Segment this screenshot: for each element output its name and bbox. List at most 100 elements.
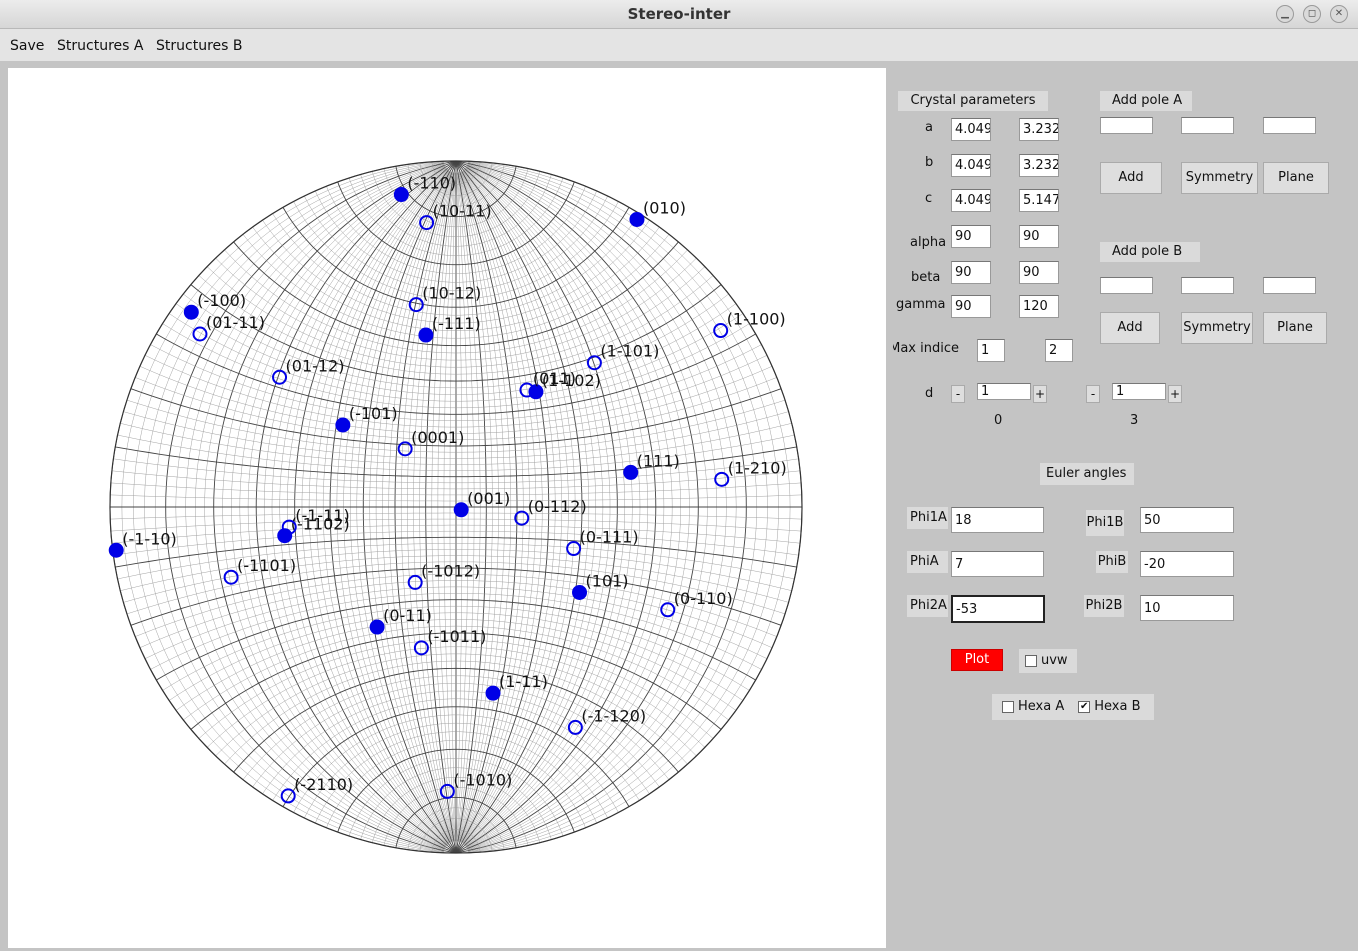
pole-a-h-field[interactable]	[1100, 117, 1153, 134]
uvw-checkbox[interactable]: uvw	[1019, 649, 1077, 673]
alpha-field-b[interactable]: 90	[1019, 225, 1059, 248]
c-label: c	[925, 191, 933, 206]
pole-b-marker[interactable]	[272, 369, 288, 385]
pole-b-marker[interactable]	[397, 441, 413, 457]
phia-field[interactable]: 7	[951, 551, 1044, 577]
symmetry-a-button[interactable]: Symmetry	[1181, 162, 1258, 194]
max-indice-label: Max indice	[893, 341, 959, 356]
menu-structures-a[interactable]: Structures A	[57, 38, 144, 54]
add-pole-a-button[interactable]: Add	[1100, 162, 1162, 194]
pole-a-label: (-1102)	[291, 515, 350, 534]
pole-b-marker[interactable]	[713, 323, 729, 339]
pole-b-marker[interactable]	[714, 471, 730, 487]
symmetry-b-button[interactable]: Symmetry	[1181, 312, 1253, 344]
pole-b-marker[interactable]	[223, 569, 239, 585]
pole-a-marker[interactable]	[277, 528, 293, 544]
a-label: a	[925, 120, 933, 135]
d-a-field[interactable]: 1	[977, 383, 1031, 400]
pole-a-label: (1-102)	[542, 371, 601, 390]
pole-a-marker[interactable]	[183, 304, 199, 320]
pole-b-marker[interactable]	[413, 640, 429, 656]
euler-angles-header: Euler angles	[1040, 463, 1134, 485]
hexa-b-checkbox[interactable]: ✔	[1078, 700, 1091, 713]
pole-a-marker[interactable]	[623, 464, 639, 480]
pole-a-marker[interactable]	[629, 211, 645, 227]
pole-b-marker[interactable]	[519, 382, 535, 398]
phib-field[interactable]: -20	[1140, 551, 1234, 577]
pole-a-marker[interactable]	[453, 502, 469, 518]
d-b-increment-button[interactable]: +	[1168, 385, 1182, 403]
uvw-checkbox-box[interactable]	[1025, 654, 1037, 667]
d-b-decrement-button[interactable]: -	[1086, 385, 1100, 403]
alpha-label: alpha	[910, 235, 947, 250]
hexa-a-checkbox[interactable]	[1002, 700, 1014, 713]
pole-b-label: (1-210)	[728, 458, 787, 477]
pole-b-marker[interactable]	[660, 602, 676, 618]
gamma-field-a[interactable]: 90	[951, 295, 991, 318]
d-a-increment-button[interactable]: +	[1033, 385, 1047, 403]
pole-a-marker[interactable]	[369, 619, 385, 635]
alpha-field-a[interactable]: 90	[951, 225, 991, 248]
b-field-b[interactable]: 3.232	[1019, 154, 1059, 177]
pole-a-l-field[interactable]	[1263, 117, 1316, 134]
d-a-readout: 0	[994, 413, 1003, 428]
d-b-field[interactable]: 1	[1112, 383, 1166, 400]
plot-button[interactable]: Plot	[951, 649, 1003, 671]
pole-a-label: (-100)	[197, 291, 246, 310]
phi1b-field[interactable]: 50	[1140, 507, 1234, 533]
pole-a-k-field[interactable]	[1181, 117, 1234, 134]
c-field-b[interactable]: 5.147	[1019, 189, 1059, 212]
pole-a-marker[interactable]	[393, 187, 409, 203]
phi1b-label: Phi1B	[1086, 510, 1124, 536]
c-field-a[interactable]: 4.049	[951, 189, 991, 212]
close-icon[interactable]: ✕	[1330, 5, 1348, 23]
max-indice-field-a[interactable]: 1	[977, 339, 1005, 362]
pole-b-marker[interactable]	[514, 510, 530, 526]
minimize-icon[interactable]: ▁	[1276, 5, 1294, 23]
gamma-label: gamma	[896, 297, 946, 312]
pole-b-marker[interactable]	[407, 574, 423, 590]
pole-b-marker[interactable]	[192, 326, 208, 342]
pole-a-marker[interactable]	[485, 685, 501, 701]
beta-field-a[interactable]: 90	[951, 261, 991, 284]
pole-b-h-field[interactable]	[1100, 277, 1153, 294]
pole-a-marker[interactable]	[335, 417, 351, 433]
plane-a-button[interactable]: Plane	[1263, 162, 1329, 194]
max-indice-field-b[interactable]: 2	[1045, 339, 1073, 362]
pole-a-label: (-110)	[407, 174, 456, 193]
beta-field-b[interactable]: 90	[1019, 261, 1059, 284]
stereogram-canvas[interactable]: (-110) (010) (-100) (-111) (1-102) (-101) (111…	[8, 68, 886, 948]
stereographic-projection[interactable]: (-110) (010) (-100) (-111) (1-102) (-101) (111…	[8, 68, 886, 948]
pole-a-marker[interactable]	[108, 542, 124, 558]
pole-b-marker[interactable]	[439, 783, 455, 799]
d-a-decrement-button[interactable]: -	[951, 385, 965, 403]
pole-b-label: (-1101)	[237, 556, 296, 575]
gamma-field-b[interactable]: 120	[1019, 295, 1059, 318]
menu-structures-b[interactable]: Structures B	[156, 38, 243, 54]
pole-b-marker[interactable]	[408, 297, 424, 313]
a-field-a[interactable]: 4.049	[951, 118, 991, 141]
pole-b-marker[interactable]	[281, 519, 297, 535]
hexa-checkbox-group: Hexa A ✔ Hexa B	[992, 694, 1154, 720]
uvw-label: uvw	[1041, 653, 1068, 668]
pole-b-marker[interactable]	[567, 719, 583, 735]
add-pole-b-button[interactable]: Add	[1100, 312, 1160, 344]
pole-b-marker[interactable]	[419, 215, 435, 231]
pole-b-marker[interactable]	[586, 355, 602, 371]
pole-b-marker[interactable]	[566, 541, 582, 557]
b-field-a[interactable]: 4.049	[951, 154, 991, 177]
maximize-icon[interactable]: ◻	[1303, 5, 1321, 23]
phi2a-field[interactable]: -53	[951, 595, 1045, 623]
a-field-b[interactable]: 3.232	[1019, 118, 1059, 141]
phi2b-field[interactable]: 10	[1140, 595, 1234, 621]
pole-b-k-field[interactable]	[1181, 277, 1234, 294]
add-pole-a-header: Add pole A	[1100, 91, 1192, 111]
phi1a-field[interactable]: 18	[951, 507, 1044, 533]
pole-b-l-field[interactable]	[1263, 277, 1316, 294]
pole-a-marker[interactable]	[418, 327, 434, 343]
pole-b-marker[interactable]	[280, 788, 296, 804]
add-pole-b-header: Add pole B	[1100, 242, 1200, 262]
pole-a-marker[interactable]	[572, 584, 588, 600]
plane-b-button[interactable]: Plane	[1263, 312, 1327, 344]
menu-save[interactable]: Save	[10, 38, 45, 54]
